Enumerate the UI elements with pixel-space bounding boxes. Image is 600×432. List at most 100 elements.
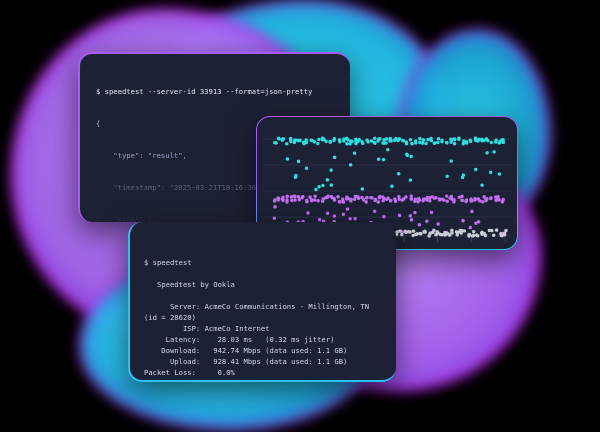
graph-dot (444, 194, 449, 198)
graph-dot (489, 140, 494, 145)
graph-dot (483, 233, 488, 238)
graph-dot (470, 209, 474, 214)
graph-dot (433, 141, 437, 145)
graph-dot (461, 173, 466, 177)
graph-dot (332, 198, 337, 202)
graph-dot (462, 229, 467, 233)
graph-dot (461, 219, 465, 223)
graph-dot (273, 140, 277, 145)
graph-dot (408, 138, 413, 142)
graph-dot (360, 195, 364, 200)
graph-dot (348, 142, 352, 146)
graph-dot (285, 142, 289, 146)
graph-dot (305, 198, 309, 203)
graph-dot (429, 136, 433, 141)
graph-dot (471, 229, 476, 234)
graph-dot (348, 163, 353, 167)
graph-dot (400, 232, 404, 237)
graph-dot (422, 197, 426, 201)
graph-dot (314, 187, 318, 192)
graph-dot (487, 228, 492, 233)
graph-dot (317, 185, 321, 189)
graph-dot (296, 194, 300, 199)
graph-dot (301, 194, 305, 199)
graph-dot (356, 194, 360, 199)
graph-dot (432, 196, 437, 200)
json-command-line: $ speedtest --server-id 33913 --format=j… (96, 87, 313, 97)
graph-dot (408, 214, 413, 218)
graph-dot (474, 221, 478, 225)
graph-dot (393, 197, 397, 201)
graph-dot (384, 137, 389, 141)
graph-dot (489, 170, 493, 175)
graph-dot (453, 137, 457, 142)
graph-dot (500, 200, 505, 204)
graph-dot (474, 167, 478, 172)
graph-dot (373, 209, 377, 213)
graph-dot (297, 197, 301, 202)
graph-dot (395, 230, 400, 234)
graph-dot (273, 205, 277, 209)
graph-dot (416, 200, 420, 204)
json-line-0: { (96, 118, 101, 128)
graph-dot (501, 140, 506, 145)
graph-dot (329, 168, 333, 172)
graph-dot (455, 233, 459, 237)
graph-dot (440, 139, 444, 144)
graph-dot (389, 139, 393, 143)
graph-dot (337, 138, 342, 142)
graph-dot (317, 217, 322, 222)
graph-dot (390, 184, 394, 188)
graph-dot (490, 228, 494, 233)
graph-dot (376, 157, 381, 161)
graph-dot (325, 178, 330, 182)
graph-dot (342, 139, 346, 143)
graph-dot (436, 136, 441, 141)
graph-dot (316, 141, 320, 146)
terminal-braille-graph[interactable] (256, 116, 518, 250)
graph-dot (285, 194, 289, 199)
graph-dot (460, 194, 464, 199)
graph-dot (436, 140, 440, 145)
graph-dot (473, 198, 477, 202)
graph-dot (480, 183, 484, 187)
graph-dot (336, 195, 340, 199)
graph-dot (464, 140, 469, 144)
graph-dot (461, 142, 466, 146)
graph-dot (415, 232, 419, 236)
graph-dot (492, 150, 496, 154)
graph-dot (484, 198, 488, 203)
graph-dot (429, 210, 434, 215)
graph-dot (459, 231, 463, 235)
graph-dot (384, 141, 388, 145)
graph-dot (397, 213, 402, 218)
braille-graph-canvas (263, 136, 511, 242)
graph-dot (382, 138, 386, 142)
graph-dot (369, 139, 374, 143)
graph-dot (341, 200, 346, 204)
graph-dot (325, 211, 330, 215)
graph-dot (494, 228, 499, 232)
graph-dot (445, 141, 449, 145)
graph-dot (285, 200, 289, 204)
graph-dot (398, 229, 402, 233)
graph-dot (397, 194, 401, 199)
graph-dot (436, 222, 440, 226)
graph-dot (425, 195, 430, 200)
graph-dot (277, 137, 281, 141)
graph-dot (326, 194, 330, 198)
graph-dot (349, 199, 353, 203)
graph-dot (352, 151, 357, 155)
graph-dot (409, 197, 414, 201)
graph-dot (449, 159, 453, 163)
graph-dot (332, 214, 337, 218)
terminal-speedtest-result[interactable]: $ speedtest Speedtest by Ookla Server: A… (128, 222, 396, 382)
graph-dot (337, 200, 341, 204)
graph-dot (450, 231, 454, 235)
graph-dot (500, 138, 504, 142)
graph-dot (424, 141, 428, 146)
graph-dot (345, 207, 350, 211)
graph-dot (397, 172, 401, 176)
graph-dot (304, 166, 309, 170)
graph-dot (404, 142, 409, 146)
